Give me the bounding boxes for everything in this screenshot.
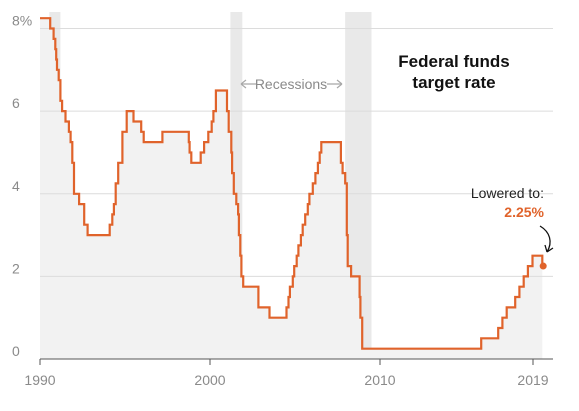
y-tick-label-8: 8% — [12, 13, 32, 29]
y-tick-label-2: 2 — [12, 260, 20, 276]
recessions-label: Recessions — [255, 76, 327, 92]
gridlines — [40, 28, 553, 360]
rate-line — [40, 17, 544, 350]
callout-value: 2.25% — [504, 204, 544, 220]
x-tick-label-1990: 1990 — [24, 372, 55, 388]
chart-title: Federal funds target rate — [398, 52, 509, 92]
rate-area-fill — [40, 18, 543, 359]
y-tick-label-6: 6 — [12, 95, 20, 111]
rate-area — [40, 18, 543, 359]
title-line-2: target rate — [412, 73, 495, 92]
callout-label: Lowered to: — [471, 185, 544, 201]
x-tick-label-2000: 2000 — [194, 372, 225, 388]
y-axis-ticks: 0 2 4 6 8% — [12, 13, 32, 359]
y-tick-label-0: 0 — [12, 343, 20, 359]
x-tick-label-2010: 2010 — [364, 372, 395, 388]
endpoint-dot — [539, 262, 547, 270]
recessions-annotation: Recessions — [240, 76, 343, 92]
recession-band-2 — [230, 12, 243, 359]
x-tick-label-2019: 2019 — [517, 372, 548, 388]
rate-callout: Lowered to: 2.25% — [471, 185, 554, 270]
y-tick-label-4: 4 — [12, 178, 20, 194]
right-arrow-icon — [327, 79, 343, 89]
left-arrow-icon — [240, 79, 256, 89]
rate-line-layer — [40, 17, 544, 350]
x-axis-ticks: 1990 2000 2010 2019 — [24, 359, 549, 388]
callout-arrow-icon — [539, 225, 554, 253]
title-line-1: Federal funds — [398, 52, 509, 71]
